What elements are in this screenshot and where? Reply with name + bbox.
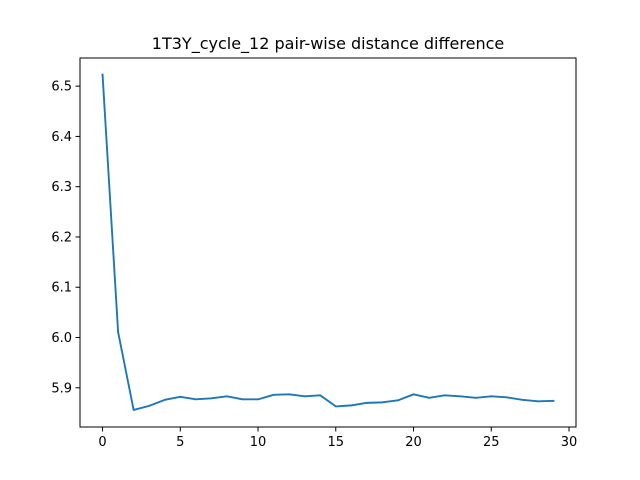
data-point <box>334 405 337 408</box>
data-point <box>272 393 275 396</box>
data-point <box>552 399 555 402</box>
series-line <box>101 73 555 411</box>
x-tick-label: 15 <box>328 435 345 450</box>
plot-area <box>101 73 555 411</box>
x-tick-label: 0 <box>98 435 106 450</box>
y-tick-label: 5.9 <box>51 381 72 396</box>
data-point <box>210 397 213 400</box>
data-point <box>148 404 151 407</box>
data-point <box>521 398 524 401</box>
x-tick-label: 5 <box>176 435 184 450</box>
data-point <box>428 396 430 399</box>
data-point <box>381 401 384 404</box>
y-tick-label: 6.1 <box>51 281 72 296</box>
data-point <box>257 398 259 401</box>
data-point <box>132 409 135 411</box>
y-tick-label: 6.4 <box>51 130 72 145</box>
data-point <box>303 395 306 398</box>
data-point <box>163 398 166 401</box>
x-tick-label: 30 <box>561 435 578 450</box>
x-tick-label: 25 <box>483 435 500 450</box>
data-point <box>350 404 353 407</box>
y-tick-label: 6.3 <box>51 180 72 195</box>
data-point <box>101 73 104 76</box>
data-point <box>319 394 322 397</box>
data-point <box>226 395 228 398</box>
data-point <box>505 396 508 399</box>
data-point <box>490 395 493 398</box>
data-point <box>537 400 539 403</box>
data-point <box>288 393 291 396</box>
x-tick-label: 10 <box>250 435 267 450</box>
data-point <box>443 394 446 397</box>
data-point <box>474 396 477 399</box>
y-tick-label: 6.0 <box>51 331 72 346</box>
axes-frame <box>79 57 577 428</box>
data-point <box>241 398 244 401</box>
data-point <box>365 401 368 404</box>
x-tick-label: 20 <box>405 435 422 450</box>
y-tick-label: 6.5 <box>51 80 72 95</box>
y-tick-label: 6.2 <box>51 230 72 245</box>
data-point <box>179 395 182 398</box>
axes: 0 5 10 15 20 25 30 5.9 6.0 6.1 6.2 6.3 6.4 6.5 <box>51 57 578 450</box>
data-point <box>397 399 399 402</box>
chart-title: 1T3Y_cycle_12 pair-wise distance differe… <box>152 34 504 54</box>
data-point <box>459 395 462 398</box>
data-point <box>117 331 119 333</box>
data-point <box>194 398 197 401</box>
data-point <box>412 393 415 396</box>
